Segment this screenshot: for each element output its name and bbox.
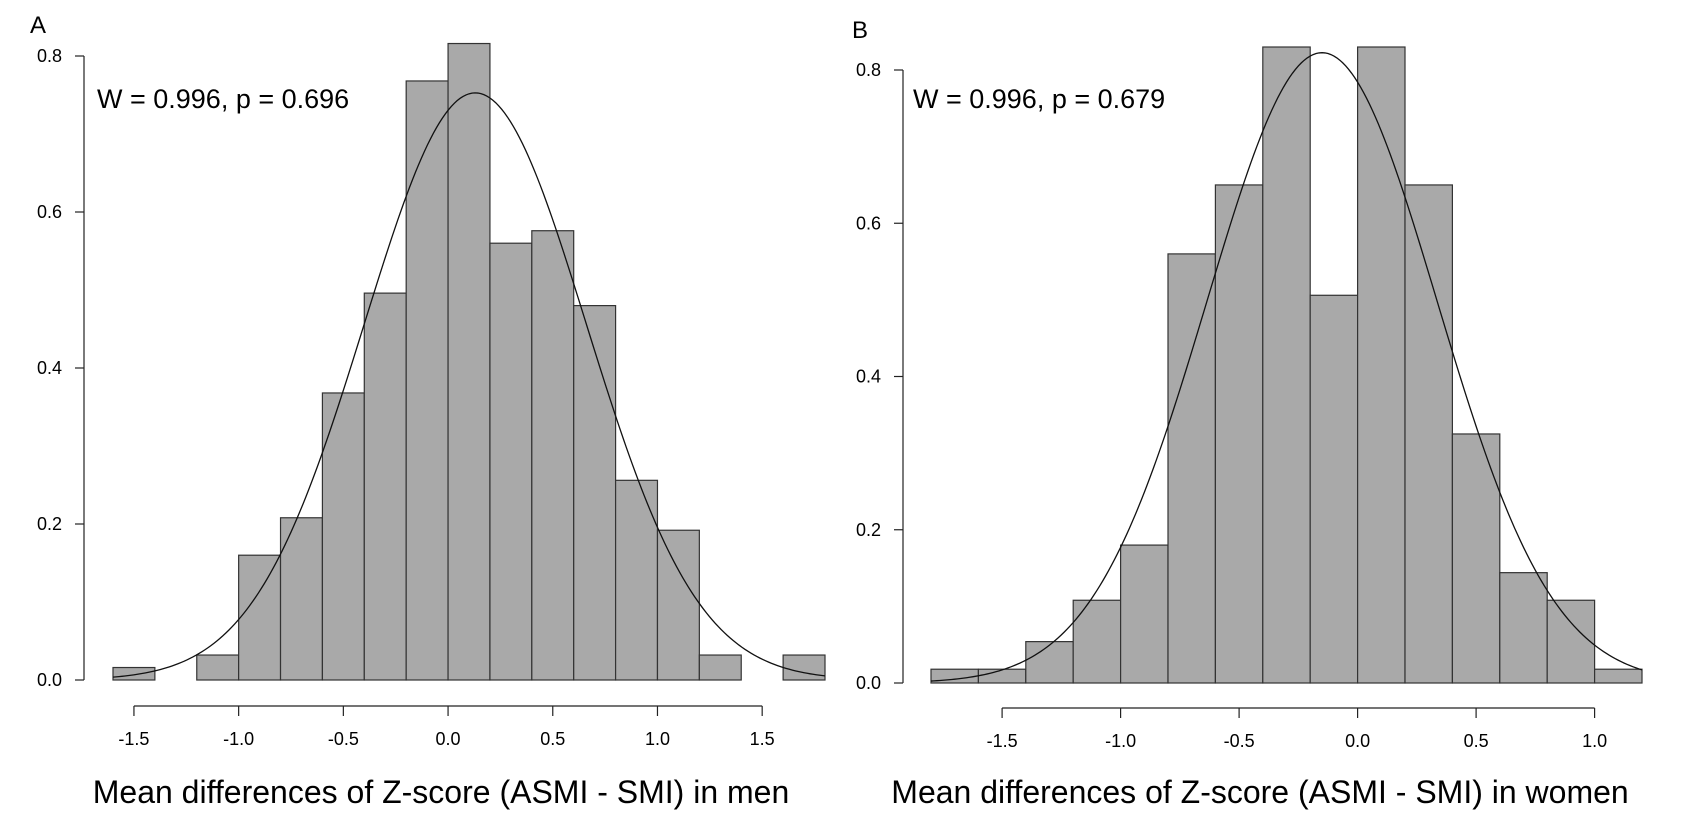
histogram-bar-b-8 (1309, 294, 1359, 684)
y-axis-b: 0.0 0.2 0.4 0.6 0.8 (856, 60, 904, 693)
histogram-bars-b (930, 46, 1643, 684)
histogram-bar-a-5 (363, 292, 407, 681)
histogram-bar-b-13 (1546, 599, 1596, 684)
y-tick-label-a-3: 0.6 (37, 202, 62, 222)
histogram-bar-a-9 (531, 230, 575, 681)
x-tick-label-b-5: 1.0 (1582, 731, 1607, 751)
histogram-bar-b-10 (1404, 184, 1454, 684)
x-axis-a: -1.5 -1.0 -0.5 0.0 0.5 1.0 1.5 (118, 705, 775, 749)
x-tick-label-a-2: -0.5 (328, 729, 359, 749)
histogram-bar-a-8 (489, 242, 533, 681)
x-axis-b: -1.5 -1.0 -0.5 0.0 0.5 1.0 (987, 707, 1607, 751)
normal-density-curve-b (930, 52, 1643, 682)
y-tick-label-b-0: 0.0 (856, 673, 881, 693)
histogram-bar-b-5 (1167, 253, 1217, 684)
normal-density-curve-a (112, 92, 826, 678)
histogram-bar-a-11 (614, 479, 659, 681)
x-tick-label-a-5: 1.0 (645, 729, 670, 749)
x-axis-title-a: Mean differences of Z-score (ASMI - SMI)… (93, 774, 790, 810)
x-tick-label-a-3: 0.0 (436, 729, 461, 749)
x-axis-title-b: Mean differences of Z-score (ASMI - SMI)… (891, 774, 1628, 810)
histogram-bar-b-11 (1451, 433, 1501, 684)
histogram-bars-a (112, 42, 826, 681)
y-tick-label-b-3: 0.6 (856, 213, 881, 233)
x-tick-label-b-3: 0.0 (1345, 731, 1370, 751)
x-tick-label-a-1: -1.0 (223, 729, 254, 749)
y-axis-a: 0.0 0.2 0.4 0.6 0.8 (37, 46, 85, 690)
y-tick-label-a-1: 0.2 (37, 514, 62, 534)
x-tick-label-a-4: 0.5 (540, 729, 565, 749)
histogram-bar-b-7 (1262, 46, 1311, 684)
histogram-bar-a-3 (279, 517, 324, 681)
histogram-bar-a-4 (321, 392, 365, 681)
histogram-bar-b-6 (1214, 184, 1264, 684)
histogram-bar-b-1 (977, 668, 1027, 684)
y-tick-label-b-4: 0.8 (856, 60, 881, 80)
panel-letter-a: A (30, 12, 46, 39)
y-tick-label-b-2: 0.4 (856, 367, 881, 387)
x-tick-label-b-2: -0.5 (1224, 731, 1255, 751)
normality-test-annotation-b: W = 0.996, p = 0.679 (913, 84, 1165, 114)
normality-test-annotation-a: W = 0.996, p = 0.696 (97, 84, 349, 114)
x-tick-label-b-1: -1.0 (1105, 731, 1136, 751)
y-tick-label-a-4: 0.8 (37, 46, 62, 66)
histogram-bar-a-2 (238, 554, 282, 681)
x-tick-label-a-0: -1.5 (118, 729, 149, 749)
y-tick-label-a-0: 0.0 (37, 670, 62, 690)
histogram-bar-a-10 (573, 305, 617, 681)
histogram-bar-a-1 (196, 654, 240, 681)
histogram-bar-a-12 (656, 529, 700, 681)
x-tick-label-a-6: 1.5 (750, 729, 775, 749)
histogram-bar-b-14 (1593, 668, 1643, 684)
y-tick-label-b-1: 0.2 (856, 520, 881, 540)
panel-letter-b: B (852, 17, 868, 44)
histogram-bar-a-7 (447, 42, 491, 681)
histogram-bar-a-13 (698, 654, 742, 681)
histogram-bar-b-3 (1072, 599, 1122, 684)
histogram-bar-b-12 (1499, 572, 1548, 684)
histogram-bar-a-6 (405, 80, 449, 681)
y-tick-label-a-2: 0.4 (37, 358, 62, 378)
histogram-bar-b-9 (1356, 46, 1406, 684)
histogram-bar-b-2 (1025, 641, 1074, 684)
panel-a: A 0.0 0.2 0.4 0.6 0.8 -1.5 -1.0 -0.5 0.0 0.5 1.0 1… (30, 12, 826, 810)
histogram-bar-a-0 (112, 666, 156, 681)
histogram-bar-a-14 (782, 654, 826, 681)
x-tick-label-b-4: 0.5 (1464, 731, 1489, 751)
x-tick-label-b-0: -1.5 (987, 731, 1018, 751)
histogram-bar-b-4 (1119, 544, 1169, 684)
panel-b: B 0.00.20.40.60.8 -1.5 -1.0 -0.5 0.0 0.5 1.0 … (852, 17, 1643, 810)
